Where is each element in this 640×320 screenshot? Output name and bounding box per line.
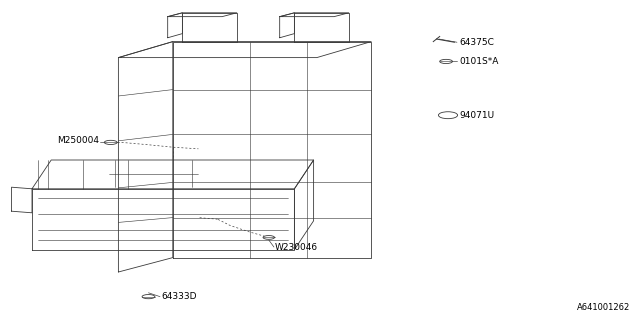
Text: W230046: W230046 xyxy=(275,243,318,252)
Text: A641001262: A641001262 xyxy=(577,303,630,312)
Ellipse shape xyxy=(440,60,452,63)
Ellipse shape xyxy=(104,140,117,145)
Ellipse shape xyxy=(438,112,458,119)
Text: 64333D: 64333D xyxy=(161,292,196,301)
Text: 64375C: 64375C xyxy=(459,38,493,47)
Text: 0101S*A: 0101S*A xyxy=(459,57,499,66)
Ellipse shape xyxy=(142,294,155,299)
Text: M250004: M250004 xyxy=(57,136,99,145)
Text: 94071U: 94071U xyxy=(459,111,494,120)
Ellipse shape xyxy=(263,236,275,239)
